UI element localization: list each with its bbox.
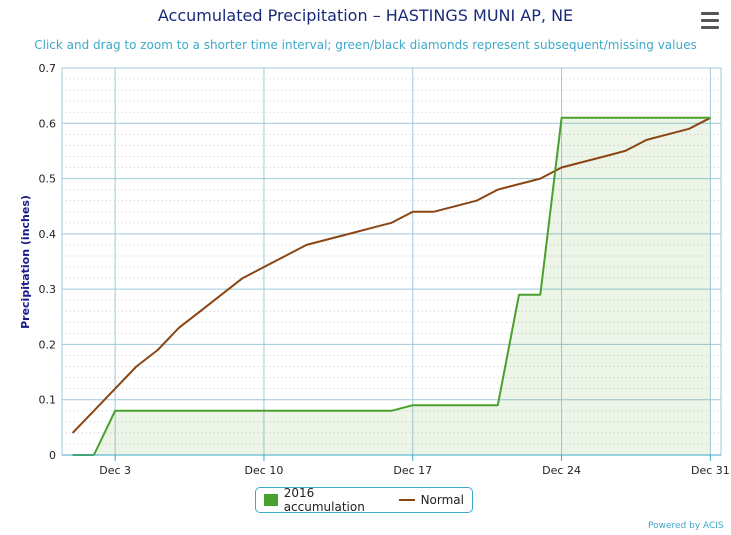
series-lines <box>71 116 711 456</box>
legend-item-accumulation[interactable]: 2016 accumulation <box>264 486 383 514</box>
x-tick-label: Dec 10 <box>245 464 284 477</box>
x-tick-label: Dec 17 <box>393 464 432 477</box>
y-tick-label: 0.3 <box>39 283 57 296</box>
y-tick-label: 0.5 <box>39 173 57 186</box>
series-line-accumulation[interactable] <box>72 116 711 456</box>
x-tick-label: Dec 24 <box>542 464 581 477</box>
legend-swatch-normal <box>398 499 415 501</box>
accumulation-area-fill <box>72 117 711 456</box>
chart-subtitle: Click and drag to zoom to a shorter time… <box>34 38 697 52</box>
legend-swatch-accumulation <box>264 494 278 506</box>
x-tick-label: Dec 31 <box>691 464 730 477</box>
y-tick-label: 0.7 <box>39 62 57 75</box>
y-tick-label: 0 <box>49 449 56 462</box>
legend-label-accumulation: 2016 accumulation <box>283 486 365 514</box>
legend-label-normal: Normal <box>420 493 464 507</box>
legend-item-normal[interactable]: Normal <box>398 493 464 507</box>
y-tick-label: 0.1 <box>39 394 57 407</box>
y-axis-label: Precipitation (inches) <box>19 195 32 329</box>
y-tick-label: 0.4 <box>39 228 57 241</box>
accumulation-area <box>72 117 711 456</box>
axes: 0 0.1 0.2 0.3 0.4 0.5 0.6 0.7 Dec 3 Dec 10 Dec 17 D… <box>39 62 730 477</box>
y-tick-label: 0.2 <box>39 338 57 351</box>
y-tick-label: 0.6 <box>39 117 57 130</box>
credits-link[interactable]: Powered by ACIS <box>648 521 724 531</box>
legend: 2016 accumulation Normal <box>255 486 473 514</box>
chart-title: Accumulated Precipitation – HASTINGS MUN… <box>157 6 574 25</box>
x-tick-label: Dec 3 <box>99 464 131 477</box>
hamburger-menu-icon[interactable] <box>698 12 722 32</box>
series-line-normal[interactable] <box>71 116 711 434</box>
